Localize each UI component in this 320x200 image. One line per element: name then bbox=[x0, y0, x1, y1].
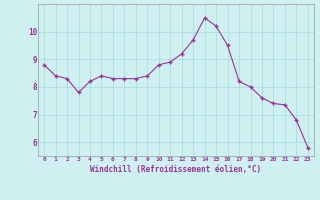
X-axis label: Windchill (Refroidissement éolien,°C): Windchill (Refroidissement éolien,°C) bbox=[91, 165, 261, 174]
